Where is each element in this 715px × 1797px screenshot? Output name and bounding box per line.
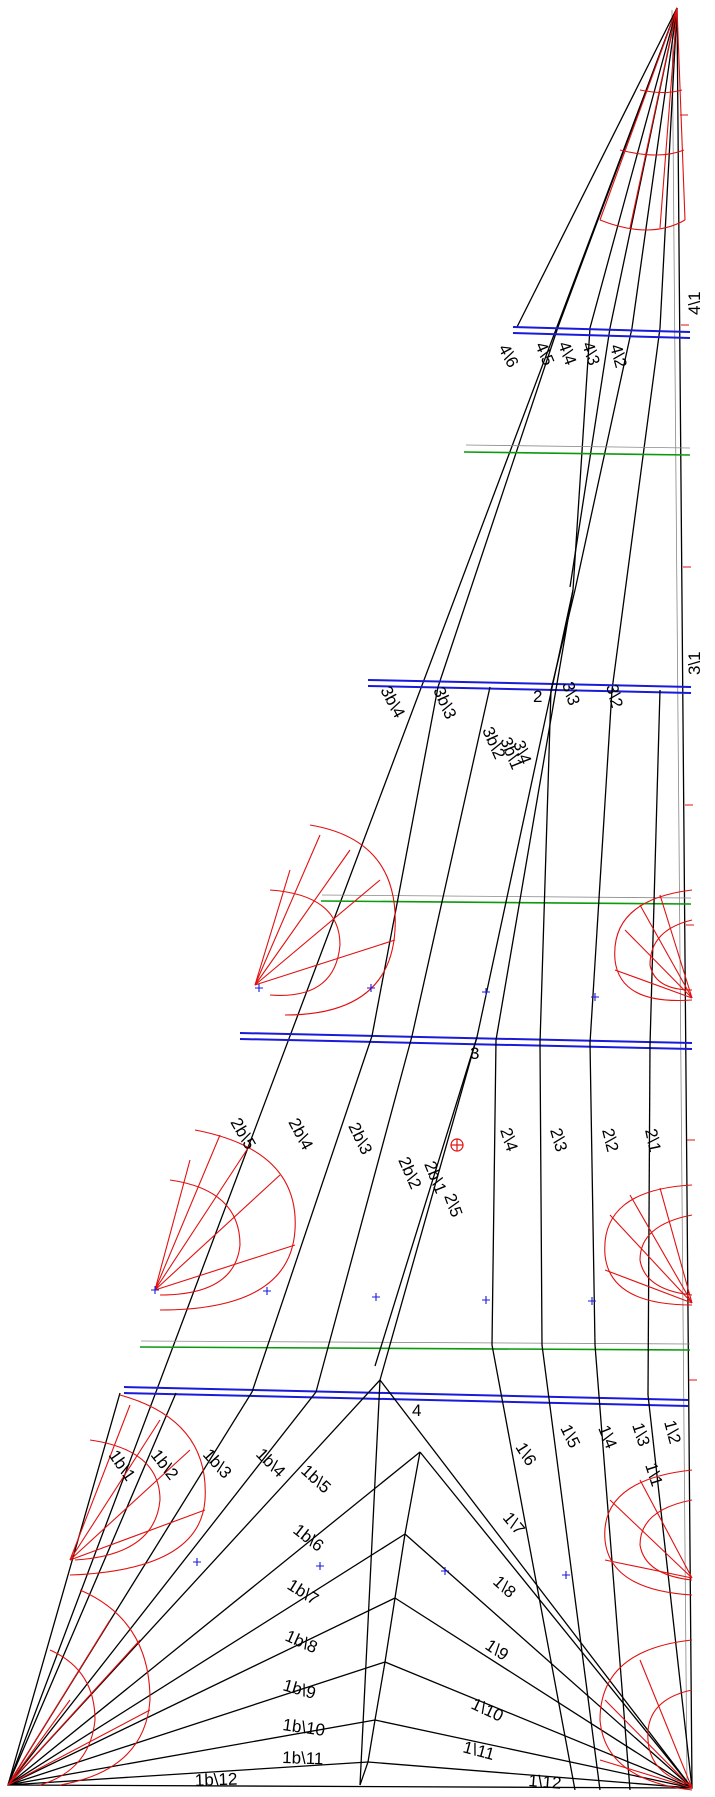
panel-label-4-5: 4\5	[531, 339, 558, 368]
panel-label-2-1: 2\1	[641, 1127, 665, 1154]
panel-label-2b-5: 2b\5	[227, 1115, 260, 1153]
luff-reef-patch-lower	[604, 1469, 693, 1596]
panel-label-1-1: 1\1	[641, 1460, 666, 1488]
panel-label-2b-1: 2b\1	[420, 1158, 450, 1196]
panel-label-1b-12: 1b\12	[194, 1770, 237, 1790]
luff-reef-patch-middle	[604, 1184, 693, 1306]
panel-label-2-3: 2\3	[546, 1126, 571, 1154]
seam-node-2: 2	[533, 687, 542, 706]
panel-label-1b-7: 1b\7	[284, 1575, 322, 1609]
section-2-seams	[251, 1035, 651, 1791]
panel-label-4-6: 4\6	[494, 341, 522, 371]
luff-label-3-1: 3\1	[685, 651, 704, 675]
panel-label-1b-2: 1b\2	[147, 1446, 182, 1484]
panel-label-1-12: 1\12	[528, 1771, 563, 1793]
panel-label-1-4: 1\4	[594, 1422, 620, 1451]
clew-patch	[7, 1589, 151, 1786]
leech-reef-patch-middle	[154, 1129, 296, 1311]
panel-label-1b-1: 1b\1	[105, 1446, 140, 1484]
panel-label-1-11: 1\11	[461, 1738, 497, 1765]
sail-outline	[7, 7, 693, 1789]
panel-label-4-4: 4\4	[554, 339, 580, 368]
center-of-effort-marker	[450, 1138, 464, 1152]
luff-ticks	[680, 114, 697, 1381]
panel-divisions	[123, 326, 693, 1407]
head-patch	[599, 7, 686, 231]
panel-label-2b-2: 2b\2	[394, 1154, 425, 1192]
panel-label-1b-6: 1b\6	[290, 1520, 328, 1555]
leech-reef-patch-lower	[69, 1394, 206, 1576]
section-1-seams	[7, 1379, 693, 1789]
panel-label-2-5: 2\5	[440, 1191, 466, 1220]
luff-reef-patch-upper	[614, 889, 693, 1002]
panel-label-2b-3: 2b\3	[344, 1119, 376, 1157]
panel-label-1-10: 1\10	[468, 1694, 506, 1725]
tack-patch	[599, 1639, 693, 1791]
panel-label-1b-8: 1b\8	[282, 1626, 320, 1657]
panel-label-1b-9: 1b\9	[281, 1676, 318, 1703]
panel-label-1-2: 1\2	[660, 1418, 684, 1446]
leech-reef-patch-upper	[254, 824, 396, 1016]
panel-label-4-3: 4\3	[578, 339, 603, 367]
panel-label-3b-3: 3b\3	[429, 684, 460, 722]
panel-label-1b-5: 1b\5	[297, 1461, 334, 1497]
panel-label-1-9: 1\9	[482, 1636, 512, 1665]
panel-label-1-5: 1\5	[556, 1421, 583, 1451]
panel-label-3b-4: 3b\4	[376, 683, 408, 721]
panel-label-1b-11: 1b\11	[282, 1748, 324, 1768]
panel-label-1-3: 1\3	[628, 1420, 653, 1448]
panel-label-2b-4: 2b\4	[284, 1115, 316, 1153]
panel-label-1-6: 1\6	[512, 1439, 541, 1469]
panel-label-1b-4: 1b\4	[252, 1444, 289, 1481]
seam-node-3: 3	[470, 1044, 479, 1063]
seam-node-4: 4	[412, 1401, 421, 1420]
panel-label-4-2: 4\2	[606, 342, 630, 370]
panel-label-1-8: 1\8	[489, 1572, 519, 1602]
panel-label-1-7: 1\7	[499, 1508, 529, 1538]
luff-label-4-1: 4\1	[685, 291, 704, 315]
panel-label-2-4: 2\4	[496, 1125, 521, 1153]
panel-label-2-2: 2\2	[598, 1126, 622, 1154]
panel-label-1b-10: 1b\10	[281, 1715, 326, 1740]
reinforcement-patches	[7, 7, 693, 1791]
panel-centroid-markers	[151, 984, 599, 1579]
